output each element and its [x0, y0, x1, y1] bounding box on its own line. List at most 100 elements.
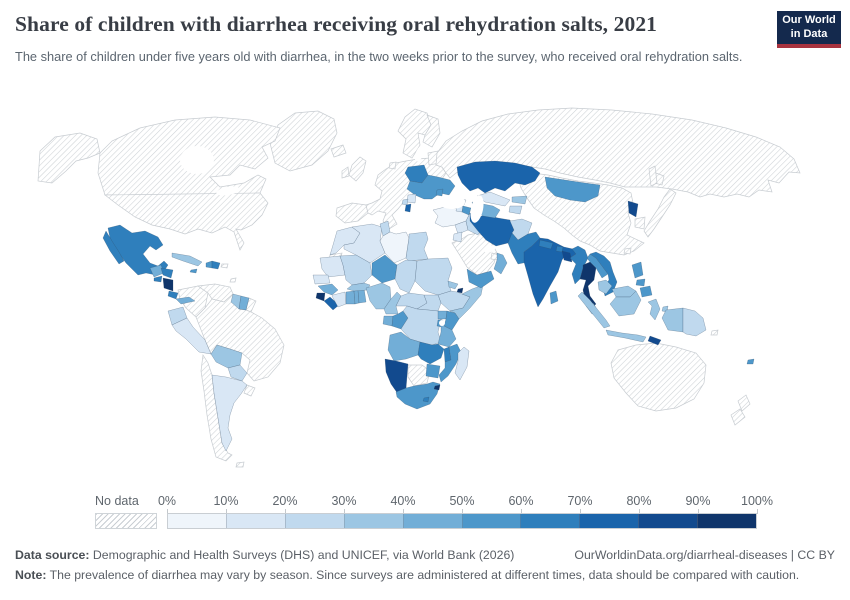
country-new-zealand-south[interactable] — [730, 408, 746, 426]
region-scandinavia[interactable] — [397, 108, 432, 159]
country-falkland-islands[interactable] — [235, 461, 245, 468]
country-el-salvador[interactable] — [153, 275, 163, 283]
region-sakhalin[interactable] — [648, 165, 658, 187]
country-cameroon[interactable] — [383, 291, 402, 315]
country-indonesia-papua[interactable] — [661, 307, 684, 333]
country-tajikistan[interactable] — [508, 205, 523, 215]
country-panama[interactable] — [175, 296, 196, 305]
country-albania[interactable] — [404, 203, 412, 213]
country-finland[interactable] — [422, 114, 441, 148]
country-argentina[interactable] — [211, 374, 248, 452]
country-gabon[interactable] — [382, 315, 394, 327]
country-iceland[interactable] — [330, 144, 347, 158]
country-madagascar[interactable] — [454, 346, 470, 381]
country-uruguay[interactable] — [243, 384, 256, 397]
country-trinidad[interactable] — [229, 277, 237, 283]
country-nicaragua[interactable] — [162, 277, 174, 292]
legend-bin-20-30%[interactable] — [284, 514, 344, 528]
legend-bin-60-70%[interactable] — [520, 514, 580, 528]
country-greenland[interactable] — [269, 110, 338, 172]
country-solomon-islands[interactable] — [710, 329, 719, 336]
country-eswatini[interactable] — [433, 384, 441, 391]
country-philippines-mindanao[interactable] — [639, 285, 653, 298]
country-china[interactable] — [517, 172, 645, 256]
country-sudan[interactable] — [414, 257, 453, 296]
country-tanzania[interactable] — [437, 318, 457, 348]
country-honduras[interactable] — [160, 267, 174, 279]
country-bangladesh[interactable] — [561, 250, 573, 263]
legend-bin-90-100%[interactable] — [697, 514, 757, 528]
country-senegal[interactable] — [312, 274, 331, 285]
legend-no-data[interactable]: No data — [95, 494, 157, 529]
country-serbia[interactable] — [406, 193, 417, 204]
country-kazakhstan[interactable] — [456, 160, 541, 194]
legend-bin-50-60%[interactable] — [461, 514, 521, 528]
legend-bin-30-40%[interactable] — [343, 514, 403, 528]
country-indonesia-kalimantan[interactable] — [609, 290, 642, 317]
legend-bin-40-50%[interactable] — [402, 514, 462, 528]
legend-bin-10-20%[interactable] — [225, 514, 285, 528]
country-ghana[interactable] — [345, 290, 356, 305]
country-philippines-luzon[interactable] — [631, 261, 644, 279]
country-indonesia-sumatra[interactable] — [577, 291, 611, 329]
country-botswana[interactable] — [407, 364, 431, 387]
country-united-states[interactable] — [103, 192, 269, 251]
country-nepal[interactable] — [538, 239, 554, 250]
country-jordan[interactable] — [452, 231, 463, 243]
country-montenegro[interactable] — [401, 198, 409, 206]
country-dr-congo[interactable] — [400, 305, 442, 346]
country-sierra-leone[interactable] — [315, 292, 326, 302]
country-south-korea[interactable] — [634, 216, 646, 230]
country-bhutan[interactable] — [555, 245, 564, 253]
country-denmark[interactable] — [388, 161, 397, 170]
country-new-zealand-north[interactable] — [737, 394, 751, 412]
country-laos[interactable] — [586, 253, 609, 279]
country-oman[interactable] — [493, 252, 508, 275]
country-australia[interactable] — [610, 342, 707, 412]
country-kyrgyzstan[interactable] — [511, 195, 528, 205]
country-paraguay[interactable] — [227, 364, 248, 382]
country-zimbabwe[interactable] — [425, 363, 441, 379]
country-jamaica[interactable] — [189, 268, 198, 274]
legend-no-data-swatch[interactable] — [95, 513, 157, 529]
country-uzbekistan[interactable] — [476, 191, 511, 207]
country-japan-honshu[interactable] — [643, 188, 677, 238]
country-haiti[interactable] — [205, 260, 213, 269]
country-suriname[interactable] — [238, 295, 250, 311]
country-puerto-rico[interactable] — [220, 263, 229, 269]
owid-link[interactable]: OurWorldinData.org/diarrheal-diseases | … — [574, 548, 835, 562]
country-guinea[interactable] — [317, 283, 339, 296]
country-philippines-visayas[interactable] — [635, 278, 646, 287]
country-mexico-baja[interactable] — [102, 230, 125, 265]
country-chad[interactable] — [394, 259, 418, 294]
country-united-kingdom[interactable] — [348, 156, 367, 182]
country-bolivia[interactable] — [210, 344, 243, 369]
country-lesotho[interactable] — [422, 396, 430, 403]
country-indonesia-java[interactable] — [605, 329, 647, 343]
country-cuba[interactable] — [171, 252, 203, 267]
country-timor-leste[interactable] — [647, 335, 662, 346]
country-indonesia-sulawesi[interactable] — [647, 298, 661, 321]
country-uganda[interactable] — [437, 310, 448, 320]
country-fiji[interactable] — [746, 358, 755, 365]
legend-bin-80-90%[interactable] — [638, 514, 698, 528]
country-cote-divoire[interactable] — [331, 291, 347, 308]
country-spain-portugal[interactable] — [335, 202, 369, 224]
owid-logo[interactable]: Our World in Data — [777, 11, 841, 48]
country-eritrea[interactable] — [447, 280, 459, 290]
legend-bin-0-10%[interactable] — [168, 514, 226, 528]
country-costa-rica[interactable] — [167, 290, 179, 300]
country-mozambique[interactable] — [438, 343, 462, 383]
country-ireland[interactable] — [341, 166, 350, 179]
country-myanmar[interactable] — [569, 245, 589, 285]
country-yemen[interactable] — [466, 268, 495, 289]
country-north-korea[interactable] — [627, 200, 639, 218]
country-cambodia[interactable] — [597, 279, 613, 295]
country-zambia[interactable] — [417, 341, 445, 365]
country-taiwan[interactable] — [623, 247, 632, 255]
country-egypt[interactable] — [405, 231, 429, 262]
country-sri-lanka[interactable] — [549, 290, 559, 305]
country-alaska[interactable] — [37, 132, 101, 184]
legend-bin-70-80%[interactable] — [579, 514, 639, 528]
country-papua-new-guinea[interactable] — [682, 307, 707, 337]
